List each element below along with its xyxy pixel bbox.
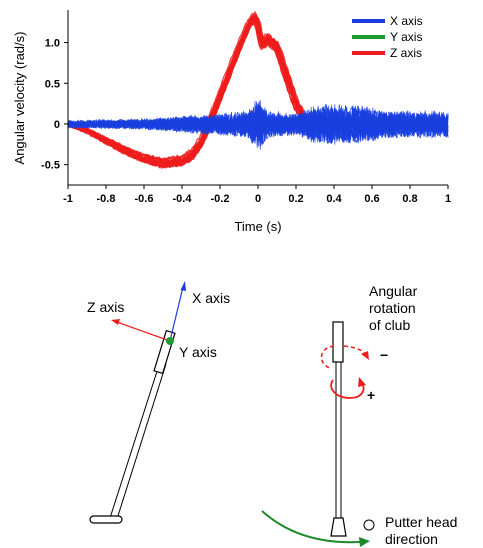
x-tick-label: -0.2 — [211, 193, 230, 205]
x-tick-label: -0.8 — [97, 193, 116, 205]
legend-label: X axis — [390, 14, 423, 28]
rotation-arrow-plus — [330, 377, 366, 399]
rotation-arrow-minus — [320, 345, 369, 369]
x-tick-label: 1 — [445, 193, 451, 205]
y-tick-label: 0.5 — [45, 78, 60, 90]
x-axis-label: Time (s) — [234, 219, 281, 234]
putter-head — [89, 515, 123, 524]
x-tick-label: -0.4 — [173, 193, 193, 205]
putter-label-line-1: Putter head — [385, 514, 457, 530]
x-tick-label: -1 — [63, 193, 73, 205]
y-axis-label: Angular velocity (rad/s) — [12, 32, 27, 165]
y-tick-label: -0.5 — [41, 160, 60, 172]
rotation-minus-sign: − — [380, 347, 388, 363]
chart-series-layer — [67, 10, 449, 170]
club-shaft-right — [335, 362, 342, 518]
x-axis-label-diagram: X axis — [192, 290, 230, 306]
x-tick-label: 0.2 — [288, 193, 303, 205]
z-axis-arrow — [111, 319, 171, 342]
y-axis-label-diagram: Y axis — [179, 344, 217, 360]
series-x-axis — [67, 100, 449, 150]
rotation-plus-sign: + — [367, 387, 375, 403]
x-tick-label: 0.6 — [364, 193, 379, 205]
club-rotation-diagram: − + Angular rotation of club Putter head… — [261, 283, 457, 547]
series-trace — [67, 105, 449, 144]
putter-label-line-2: direction — [385, 531, 438, 547]
club-head-right — [330, 517, 347, 537]
x-tick-label: 0.4 — [326, 193, 342, 205]
series-trace — [67, 13, 315, 162]
putter-direction-arrow — [261, 510, 370, 547]
angular-velocity-chart: -1 -0.8 -0.6 -0.4 -0.2 0 0.2 0.4 0.6 0.8 1 -0.5 0 0.… — [12, 10, 451, 234]
y-tick-label: 1.0 — [45, 38, 60, 50]
x-axis-ticks: -1 -0.8 -0.6 -0.4 -0.2 0 0.2 0.4 0.6 0.8 1 — [63, 185, 451, 205]
legend-label: Y axis — [390, 30, 422, 44]
x-tick-label: -0.6 — [135, 193, 154, 205]
ball-icon — [363, 519, 375, 531]
club-shaft — [109, 361, 167, 520]
z-axis-label: Z axis — [87, 299, 124, 315]
x-tick-label: 0.8 — [402, 193, 417, 205]
club-axes-diagram: Z axis X axis Y axis — [87, 281, 230, 524]
x-axis-arrow — [169, 281, 186, 342]
rotation-label-line-2: rotation — [369, 300, 416, 316]
series-z-axis — [67, 10, 315, 170]
rotation-label-line-3: of club — [369, 317, 410, 333]
club-grip-right — [332, 321, 344, 363]
y-tick-label: 0 — [54, 119, 60, 131]
x-tick-label: 0 — [255, 193, 261, 205]
rotation-label-line-1: Angular — [369, 283, 418, 299]
y-axis-ticks: -0.5 0 0.5 1.0 — [41, 38, 68, 172]
chart-legend: X axis Y axis Z axis — [352, 14, 423, 60]
legend-label: Z axis — [390, 46, 422, 60]
y-axis-dot — [166, 337, 174, 345]
